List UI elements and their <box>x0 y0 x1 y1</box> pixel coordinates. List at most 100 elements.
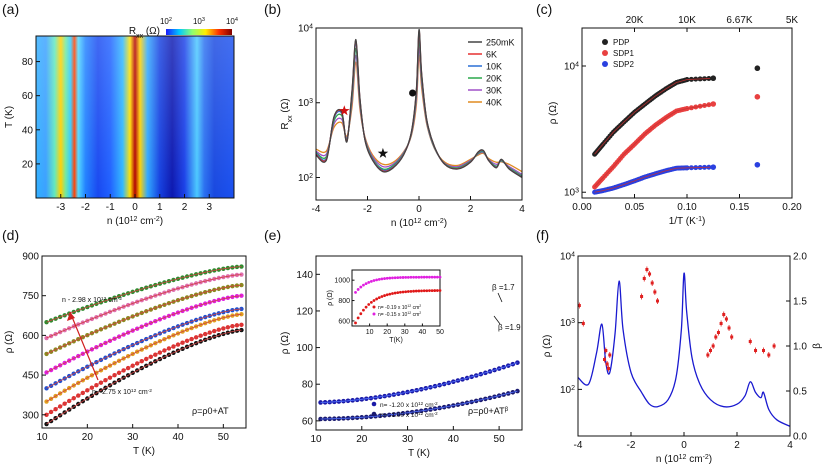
text-span: -2 <box>627 440 636 451</box>
inset-point <box>367 280 371 284</box>
top-tick-label: 10K <box>678 15 696 26</box>
text-span: 30 <box>402 434 414 445</box>
text-span: n - 2.75 x 10 <box>92 389 131 396</box>
text-span: cm <box>423 402 433 409</box>
text-span: 4 <box>519 204 525 215</box>
text-span: 20 <box>22 159 34 170</box>
beta-point <box>714 335 718 339</box>
fit-line <box>46 284 242 355</box>
text-span: 10 <box>298 98 310 109</box>
y2-tick-label: 2.0 <box>793 252 807 263</box>
y-tick-label: 102 <box>560 384 575 396</box>
annotation-bottom: n - 2.75 x 1012 cm-2 <box>92 388 152 397</box>
beta-point <box>767 353 771 357</box>
legend-swatch <box>602 50 608 56</box>
y2-tick-label: 1.0 <box>793 342 807 353</box>
text-span: ) <box>709 454 712 465</box>
y-tick-label: 140 <box>296 270 313 281</box>
model-label: ρ=ρ0+ATβ <box>468 406 509 417</box>
inset-point <box>377 296 381 300</box>
text-span: 12 <box>418 411 424 416</box>
text-span: -1 <box>106 202 115 213</box>
inset-point <box>369 279 373 283</box>
annotation-top: n - 2.98 x 1012 cm-2 <box>62 296 122 305</box>
text-span: 10 <box>310 434 322 445</box>
inset-point <box>396 276 400 280</box>
text-span: 0.10 <box>677 202 697 213</box>
plot-frame <box>577 255 791 437</box>
text-span: β =1.9 <box>498 323 521 332</box>
text-span: T (K) <box>133 446 155 457</box>
colorbar-tick-label: 104 <box>226 17 238 26</box>
y-tick-label: 104 <box>564 61 579 73</box>
text-span: -2 <box>703 454 709 461</box>
y-tick-label: 104 <box>298 23 313 35</box>
x-tick-label: 40 <box>448 434 460 445</box>
text-span: 3 <box>575 187 579 194</box>
text-span: 0.05 <box>625 202 645 213</box>
beta-point <box>577 304 581 307</box>
inset-point <box>428 275 431 279</box>
text-span: 0.20 <box>782 202 802 213</box>
text-span: 4 <box>235 17 238 23</box>
text-span: 12 <box>131 388 137 394</box>
panel-label: (b) <box>264 1 281 17</box>
inset-point <box>414 289 418 293</box>
data-point-PDP <box>754 65 761 72</box>
inset-point <box>401 290 405 294</box>
x-tick-label: -4 <box>574 440 583 451</box>
text-span: 900 <box>22 252 39 263</box>
x-axis-label: T (K) <box>133 446 155 457</box>
x-tick-label: 0 <box>132 202 138 213</box>
fit-line <box>594 166 711 193</box>
beta-point <box>748 340 752 343</box>
fit-line <box>46 329 242 425</box>
inset-point <box>393 276 397 280</box>
legend-label: SDP1 <box>613 49 634 58</box>
legend-swatch <box>602 39 608 45</box>
chart-d: 10 20 30 40 50 300 450 600 750 900 T (K) ρ (Ω) n - 2… <box>4 252 247 457</box>
inset-point <box>367 303 371 306</box>
text-span: ) <box>160 216 163 227</box>
beta-label-1: β =1.7 <box>492 283 515 292</box>
beta-point <box>730 335 734 339</box>
text-span: -2 <box>434 411 439 416</box>
text-span: -4 <box>312 204 321 215</box>
inset-point <box>430 289 434 293</box>
text-span: 2 <box>419 304 421 308</box>
inset-point <box>380 295 384 298</box>
inset-y-label: ρ (Ω) <box>327 290 334 306</box>
data-point <box>515 388 520 394</box>
text-span: 10 <box>560 252 572 263</box>
x-tick-label: 0.20 <box>782 202 802 213</box>
text-span: n= -0.19 x 10 <box>378 305 408 311</box>
legend-swatch <box>371 401 377 407</box>
text-span: 12 <box>407 311 411 315</box>
x-tick-label: 0.05 <box>625 202 645 213</box>
top-tick-label: 6.67K <box>726 15 752 26</box>
text-span: 2 <box>309 172 313 179</box>
y-tick-label: 103 <box>298 98 313 110</box>
text-span: -1 <box>696 216 702 223</box>
plot-frame <box>41 255 247 429</box>
inset-x-tick-label: 20 <box>383 329 391 336</box>
text-span: n (10 <box>656 454 679 465</box>
x-tick-label: -2 <box>627 440 636 451</box>
inset-point <box>354 291 357 294</box>
x-axis-label: n (1012 cm-2) <box>391 218 447 230</box>
text-span: 300 <box>22 410 39 421</box>
text-span: n= -1.00 x 10 <box>380 412 419 419</box>
beta-label-2: β =1.9 <box>498 323 521 332</box>
inset-point <box>417 289 421 293</box>
inset-y-tick-label: 600 <box>338 318 350 325</box>
data-point-SDP1 <box>754 94 761 100</box>
beta-point <box>604 349 608 352</box>
text-span: 40 <box>448 434 460 445</box>
legend-label: 10K <box>486 62 502 72</box>
text-span: -2 <box>363 204 372 215</box>
x-tick-label: 0 <box>416 204 422 215</box>
x-tick-label: 0.15 <box>730 202 750 213</box>
text-span: xx <box>136 33 144 40</box>
